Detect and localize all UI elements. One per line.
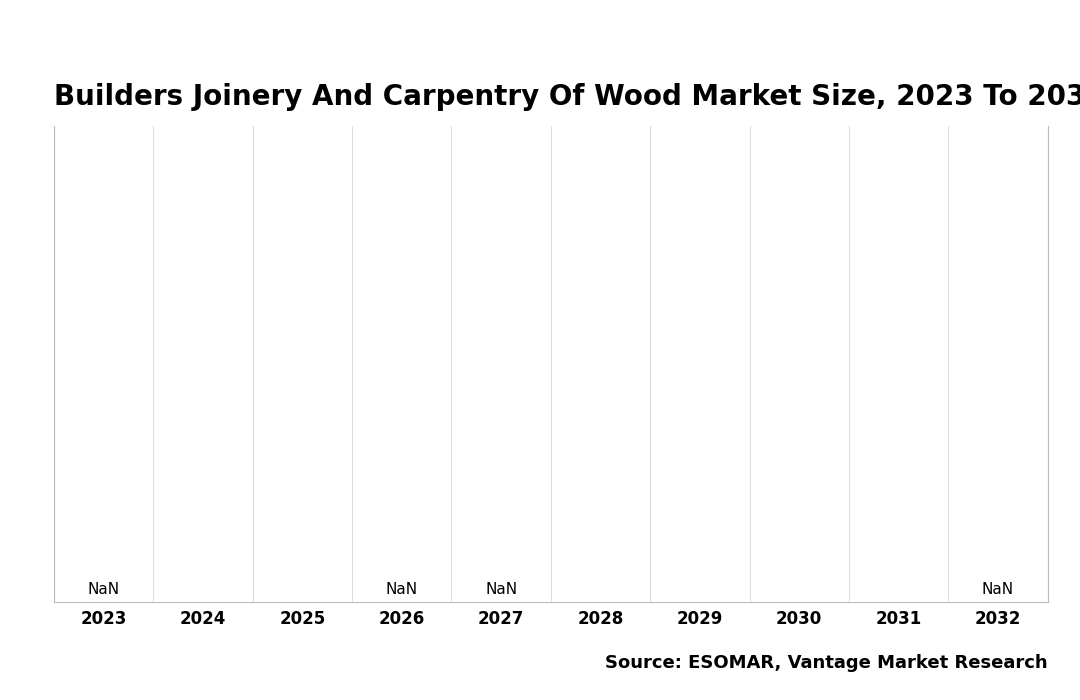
Text: NaN: NaN — [982, 582, 1014, 597]
Text: NaN: NaN — [386, 582, 418, 597]
Text: NaN: NaN — [87, 582, 120, 597]
Text: Builders Joinery And Carpentry Of Wood Market Size, 2023 To 2032 (USD Million): Builders Joinery And Carpentry Of Wood M… — [54, 83, 1080, 111]
Text: Source: ESOMAR, Vantage Market Research: Source: ESOMAR, Vantage Market Research — [605, 654, 1048, 672]
Text: NaN: NaN — [485, 582, 517, 597]
